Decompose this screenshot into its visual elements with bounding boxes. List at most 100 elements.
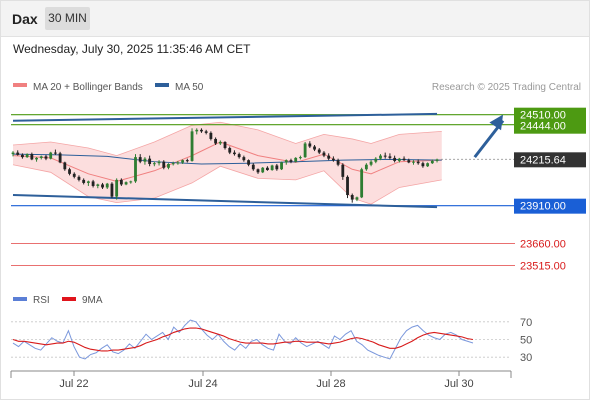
level-label-box-support bbox=[514, 198, 586, 214]
candle-body bbox=[303, 143, 307, 158]
level-label-support: 23910.00 bbox=[520, 201, 566, 213]
candle-body bbox=[39, 156, 43, 158]
candle-body bbox=[322, 152, 326, 156]
ma50-legend-swatch bbox=[155, 83, 169, 87]
candle-body bbox=[134, 157, 137, 182]
rsi-legend-label: RSI bbox=[33, 295, 50, 306]
candle-body bbox=[223, 141, 227, 149]
candle-body bbox=[200, 129, 203, 132]
candle-body bbox=[284, 160, 288, 163]
top-bar: Dax 30 MIN bbox=[0, 0, 590, 37]
candle-body bbox=[317, 149, 321, 153]
candle-body bbox=[16, 152, 20, 155]
candle-body bbox=[119, 179, 123, 185]
ma20-legend-label: MA 20 + Bollinger Bands bbox=[33, 82, 143, 93]
lower-channel-trendline bbox=[12, 194, 438, 209]
candle-body bbox=[11, 152, 15, 155]
candle-body bbox=[331, 158, 335, 161]
candle-body bbox=[242, 157, 246, 161]
candle-body bbox=[190, 131, 194, 161]
x-tick-label: Jul 24 bbox=[188, 378, 217, 390]
level-label-resistance: 24444.00 bbox=[520, 121, 566, 133]
candle-body bbox=[430, 160, 434, 164]
level-label-target: 23660.00 bbox=[520, 239, 566, 251]
candle-body bbox=[261, 167, 265, 173]
rsi-line bbox=[12, 319, 474, 360]
candle-body bbox=[327, 155, 331, 159]
candle-body bbox=[218, 141, 222, 144]
candle-body bbox=[233, 152, 236, 155]
candle-body bbox=[388, 156, 392, 158]
candle-body bbox=[355, 197, 359, 200]
rsi-9ma-legend-label: 9MA bbox=[82, 295, 103, 306]
candle-body bbox=[426, 163, 430, 167]
candle-body bbox=[124, 182, 128, 185]
candle-body bbox=[214, 138, 218, 144]
ma20-legend-swatch bbox=[13, 83, 27, 87]
rsi-tick-label: 30 bbox=[520, 352, 532, 364]
candle-body bbox=[402, 158, 406, 161]
candle-body bbox=[313, 146, 316, 150]
candle-body bbox=[68, 169, 71, 174]
timeframe-button[interactable]: 30 MIN bbox=[45, 7, 90, 30]
forecast-arrow-head bbox=[489, 114, 503, 131]
candle-body bbox=[289, 160, 293, 162]
candle-body bbox=[105, 183, 109, 188]
ma50-legend-label: MA 50 bbox=[175, 82, 204, 93]
candle-body bbox=[298, 157, 302, 159]
x-axis: Jul 22 Jul 24 Jul 28 Jul 30 bbox=[59, 371, 474, 390]
candle-body bbox=[195, 129, 199, 132]
candle-body bbox=[101, 184, 104, 188]
candle-body bbox=[157, 161, 161, 164]
rsi-tick-label: 70 bbox=[520, 317, 532, 329]
candle-body bbox=[275, 165, 279, 170]
candle-body bbox=[115, 179, 119, 197]
rsi-plot-area: 70 50 30 bbox=[11, 317, 532, 364]
candle-body bbox=[294, 157, 298, 162]
level-label-last: 24215.64 bbox=[520, 154, 566, 166]
candle-body bbox=[96, 184, 100, 186]
candle-body bbox=[138, 157, 142, 162]
chart-datetime: Wednesday, July 30, 2025 11:35:46 AM CET bbox=[13, 42, 251, 56]
candle-body bbox=[435, 159, 439, 161]
candle-body bbox=[308, 143, 312, 147]
x-tick-label: Jul 22 bbox=[59, 378, 88, 390]
candle-body bbox=[369, 161, 373, 165]
candle-body bbox=[152, 163, 156, 165]
candle-body bbox=[63, 162, 67, 170]
candle-body bbox=[49, 152, 53, 159]
candle-body bbox=[58, 153, 62, 163]
ma20-line bbox=[12, 141, 442, 182]
candle-body bbox=[374, 158, 378, 162]
candle-body bbox=[110, 183, 114, 197]
candle-body bbox=[237, 154, 241, 158]
candle-body bbox=[77, 176, 81, 180]
candle-body bbox=[185, 160, 189, 162]
candle-body bbox=[181, 160, 185, 163]
candle-body bbox=[228, 148, 232, 153]
candle-body bbox=[129, 181, 133, 183]
candle-body bbox=[82, 179, 86, 183]
candle-body bbox=[148, 158, 152, 164]
candle-body bbox=[393, 157, 397, 161]
rsi-legend-swatch bbox=[13, 297, 27, 301]
credit-text: Research © 2025 Trading Central bbox=[432, 82, 581, 93]
ma50-line bbox=[12, 153, 442, 165]
candle-body bbox=[44, 156, 48, 159]
instrument-name: Dax bbox=[12, 11, 38, 27]
candle-body bbox=[407, 160, 411, 163]
candle-body bbox=[143, 158, 147, 162]
candle-body bbox=[171, 163, 175, 165]
candle-body bbox=[247, 160, 250, 165]
candle-body bbox=[72, 173, 76, 177]
candle-body bbox=[86, 181, 90, 183]
candle-body bbox=[162, 161, 166, 168]
candle-body bbox=[280, 162, 283, 170]
candle-body bbox=[256, 169, 260, 173]
candle-body bbox=[204, 131, 208, 133]
candle-body bbox=[336, 160, 340, 165]
candle-body bbox=[176, 162, 180, 164]
candle-body bbox=[53, 152, 57, 154]
